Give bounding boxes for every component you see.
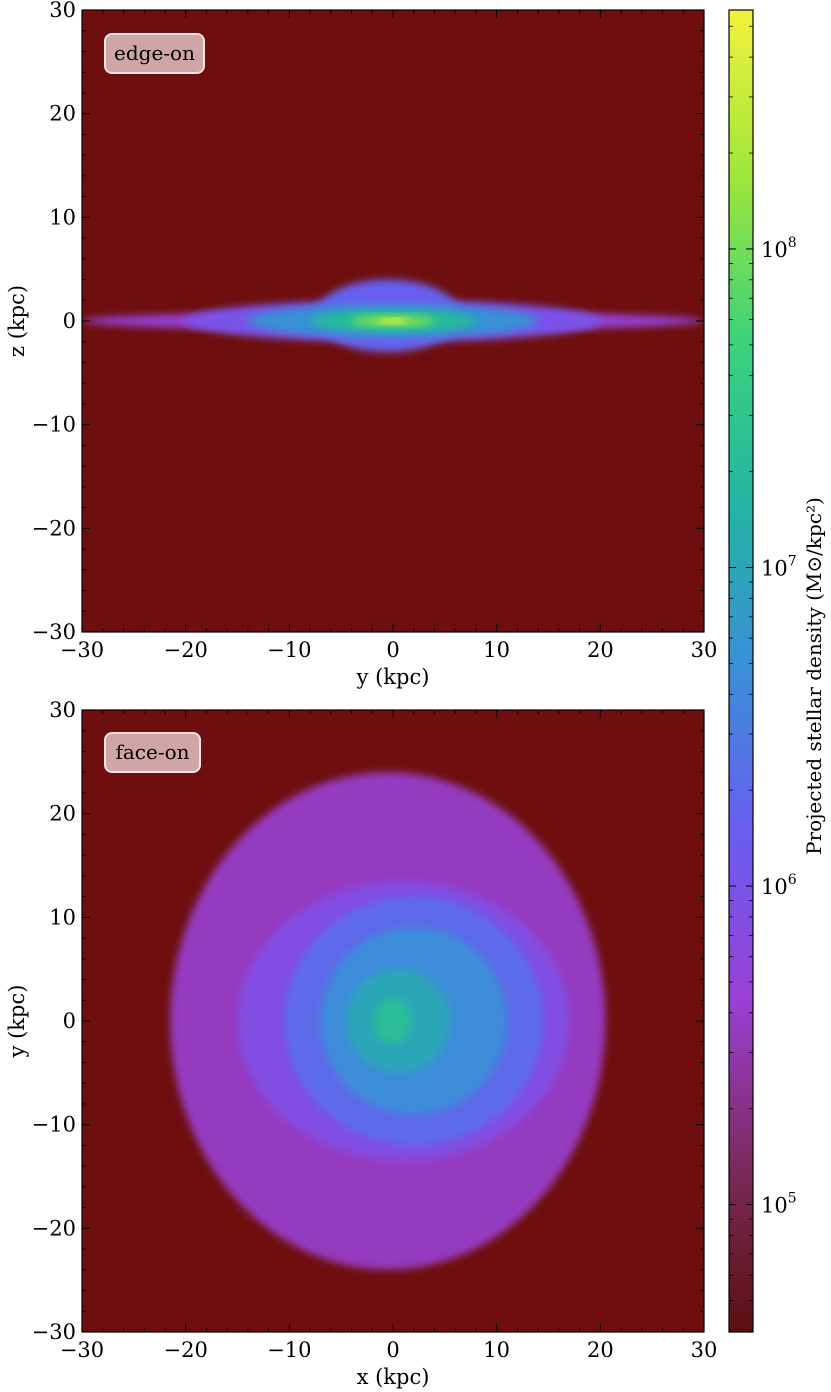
colorbar-gradient xyxy=(728,9,754,1333)
edge-on-label-text: edge-on xyxy=(114,41,195,65)
colorbar-tick-label: 107 xyxy=(761,553,797,580)
edge-on-y-tick-label: 30 xyxy=(49,0,76,22)
face-on-y-tick-label: 30 xyxy=(49,698,76,722)
face-on-density-region-5 xyxy=(374,998,412,1044)
edge-on-x-tick-label: 0 xyxy=(386,638,399,662)
face-on-x-tick-label: −30 xyxy=(60,1338,104,1362)
face-on-x-tick-label: −20 xyxy=(164,1338,208,1362)
face-on-y-tick-label: 0 xyxy=(63,1009,76,1033)
face-on-x-tick-label: −10 xyxy=(267,1338,311,1362)
colorbar-ticks: 105 106 107 108 xyxy=(729,25,797,1332)
edge-on-y-tick-label: −30 xyxy=(32,620,76,644)
edge-on-x-tick-label: −20 xyxy=(164,638,208,662)
edge-on-x-axis-label: y (kpc) xyxy=(356,665,430,689)
edge-on-x-tick-label: −10 xyxy=(267,638,311,662)
edge-on-y-tick-label: −10 xyxy=(32,413,76,437)
edge-on-density-image xyxy=(82,279,704,353)
colorbar-tick-label: 105 xyxy=(761,1191,797,1218)
face-on-x-axis-label: x (kpc) xyxy=(357,1365,430,1389)
edge-on-y-tick-label: −20 xyxy=(32,516,76,540)
colorbar-tick-label: 106 xyxy=(761,872,797,899)
face-on-y-axis-label: y (kpc) xyxy=(5,985,29,1059)
edge-on-x-tick-label: 20 xyxy=(587,638,614,662)
edge-on-panel: −30 −20 −10 0 10 20 30 −30 −20 −10 0 10 20 30 edge-on… xyxy=(5,0,717,689)
edge-on-panel-label: edge-on xyxy=(104,33,205,74)
face-on-y-tick-label: 20 xyxy=(49,802,76,826)
edge-on-y-tick-label: 20 xyxy=(49,102,76,126)
edge-on-x-tick-label: 10 xyxy=(483,638,510,662)
face-on-x-tick-label: 0 xyxy=(386,1338,399,1362)
edge-on-y-axis-label: z (kpc) xyxy=(5,285,29,357)
face-on-y-tick-label: −30 xyxy=(32,1320,76,1344)
colorbar-label: Projected stellar density (M⊙/kpc²) xyxy=(802,497,826,855)
face-on-x-tick-label: 20 xyxy=(587,1338,614,1362)
edge-on-density-region-6 xyxy=(377,317,409,325)
edge-on-label-box xyxy=(104,33,205,74)
colorbar: 105 106 107 108 Projected stellar density (… xyxy=(728,9,826,1333)
edge-on-x-tick-label: −30 xyxy=(60,638,104,662)
face-on-y-tick-label: −10 xyxy=(32,1113,76,1137)
face-on-x-tick-label: 10 xyxy=(483,1338,510,1362)
face-on-y-tick-label: −20 xyxy=(32,1216,76,1240)
face-on-x-tick-label: 30 xyxy=(691,1338,718,1362)
face-on-panel: −30 −20 −10 0 10 20 30 −30 −20 −10 0 10 20 30 face-on… xyxy=(5,698,717,1389)
face-on-y-tick-label: 10 xyxy=(49,905,76,929)
face-on-label-box xyxy=(104,732,201,773)
edge-on-y-tick-label: 0 xyxy=(63,309,76,333)
face-on-ticks: −30 −20 −10 0 10 20 30 −30 −20 −10 0 10 20 30 xyxy=(32,698,718,1362)
face-on-density-image xyxy=(170,772,606,1270)
edge-on-y-tick-label: 10 xyxy=(49,205,76,229)
face-on-panel-label: face-on xyxy=(104,732,201,773)
edge-on-x-tick-label: 30 xyxy=(691,638,718,662)
edge-on-ticks: −30 −20 −10 0 10 20 30 −30 −20 −10 0 10 20 30 xyxy=(32,0,718,662)
face-on-label-text: face-on xyxy=(115,740,189,764)
colorbar-tick-label: 108 xyxy=(761,235,797,262)
